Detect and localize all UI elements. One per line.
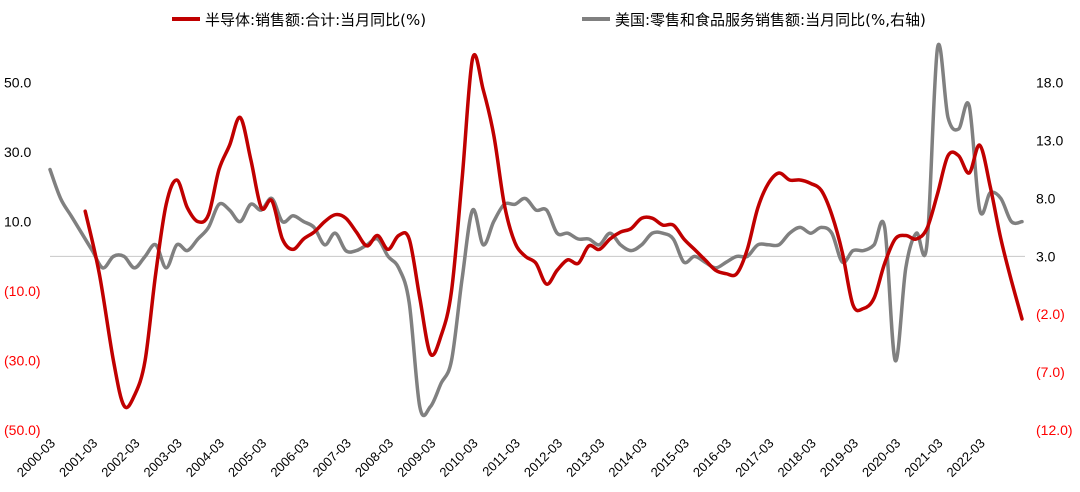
series-line-semiconductor [83,53,1024,410]
x-tick-label: 2006-03 [267,436,311,480]
right-tick-label: 8.0 [1036,190,1056,206]
left-axis-ticks: 50.0 30.0 10.0 (10.0) (30.0) (50.0) [4,75,41,438]
legend-label-retail: 美国:零售和食品服务销售额:当月同比(%,右轴) [615,11,926,29]
x-tick-label: 2021-03 [901,436,945,480]
x-tick-label: 2005-03 [225,436,269,480]
x-tick-label: 2000-03 [14,436,58,480]
x-tick-label: 2014-03 [605,436,649,480]
x-tick-label: 2020-03 [859,436,903,480]
right-tick-label: (12.0) [1036,422,1073,438]
right-tick-label: (2.0) [1036,306,1065,322]
x-tick-label: 2008-03 [352,436,396,480]
series-line-retail [48,42,1024,418]
left-tick-label: 50.0 [4,75,31,91]
x-tick-label: 2001-03 [56,436,100,480]
x-tick-label: 2004-03 [183,436,227,480]
left-tick-label: 10.0 [4,214,31,230]
right-tick-label: 3.0 [1036,248,1056,264]
right-tick-label: 18.0 [1036,75,1063,91]
legend: 半导体:销售额:合计:当月同比(%) 美国:零售和食品服务销售额:当月同比(%,… [172,11,926,29]
x-tick-label: 2015-03 [648,436,692,480]
right-tick-label: 13.0 [1036,133,1063,149]
x-tick-label: 2022-03 [944,436,988,480]
x-tick-label: 2019-03 [817,436,861,480]
x-tick-label: 2012-03 [521,436,565,480]
x-tick-label: 2007-03 [310,436,354,480]
x-tick-label: 2010-03 [436,436,480,480]
x-tick-label: 2002-03 [98,436,142,480]
left-tick-label: (50.0) [4,422,41,438]
x-tick-label: 2011-03 [479,436,523,480]
x-tick-label: 2013-03 [563,436,607,480]
x-tick-label: 2009-03 [394,436,438,480]
left-tick-label: (10.0) [4,283,41,299]
left-tick-label: 30.0 [4,144,31,160]
right-axis-ticks: 18.0 13.0 8.0 3.0 (2.0) (7.0) (12.0) [1036,75,1073,438]
x-tick-label: 2003-03 [141,436,185,480]
left-tick-label: (30.0) [4,353,41,369]
x-tick-label: 2016-03 [690,436,734,480]
x-tick-label: 2018-03 [774,436,818,480]
right-tick-label: (7.0) [1036,364,1065,380]
legend-label-semiconductor: 半导体:销售额:合计:当月同比(%) [205,11,426,29]
x-tick-label: 2017-03 [732,436,776,480]
x-axis-ticks: 2000-032001-032002-032003-032004-032005-… [14,436,988,480]
